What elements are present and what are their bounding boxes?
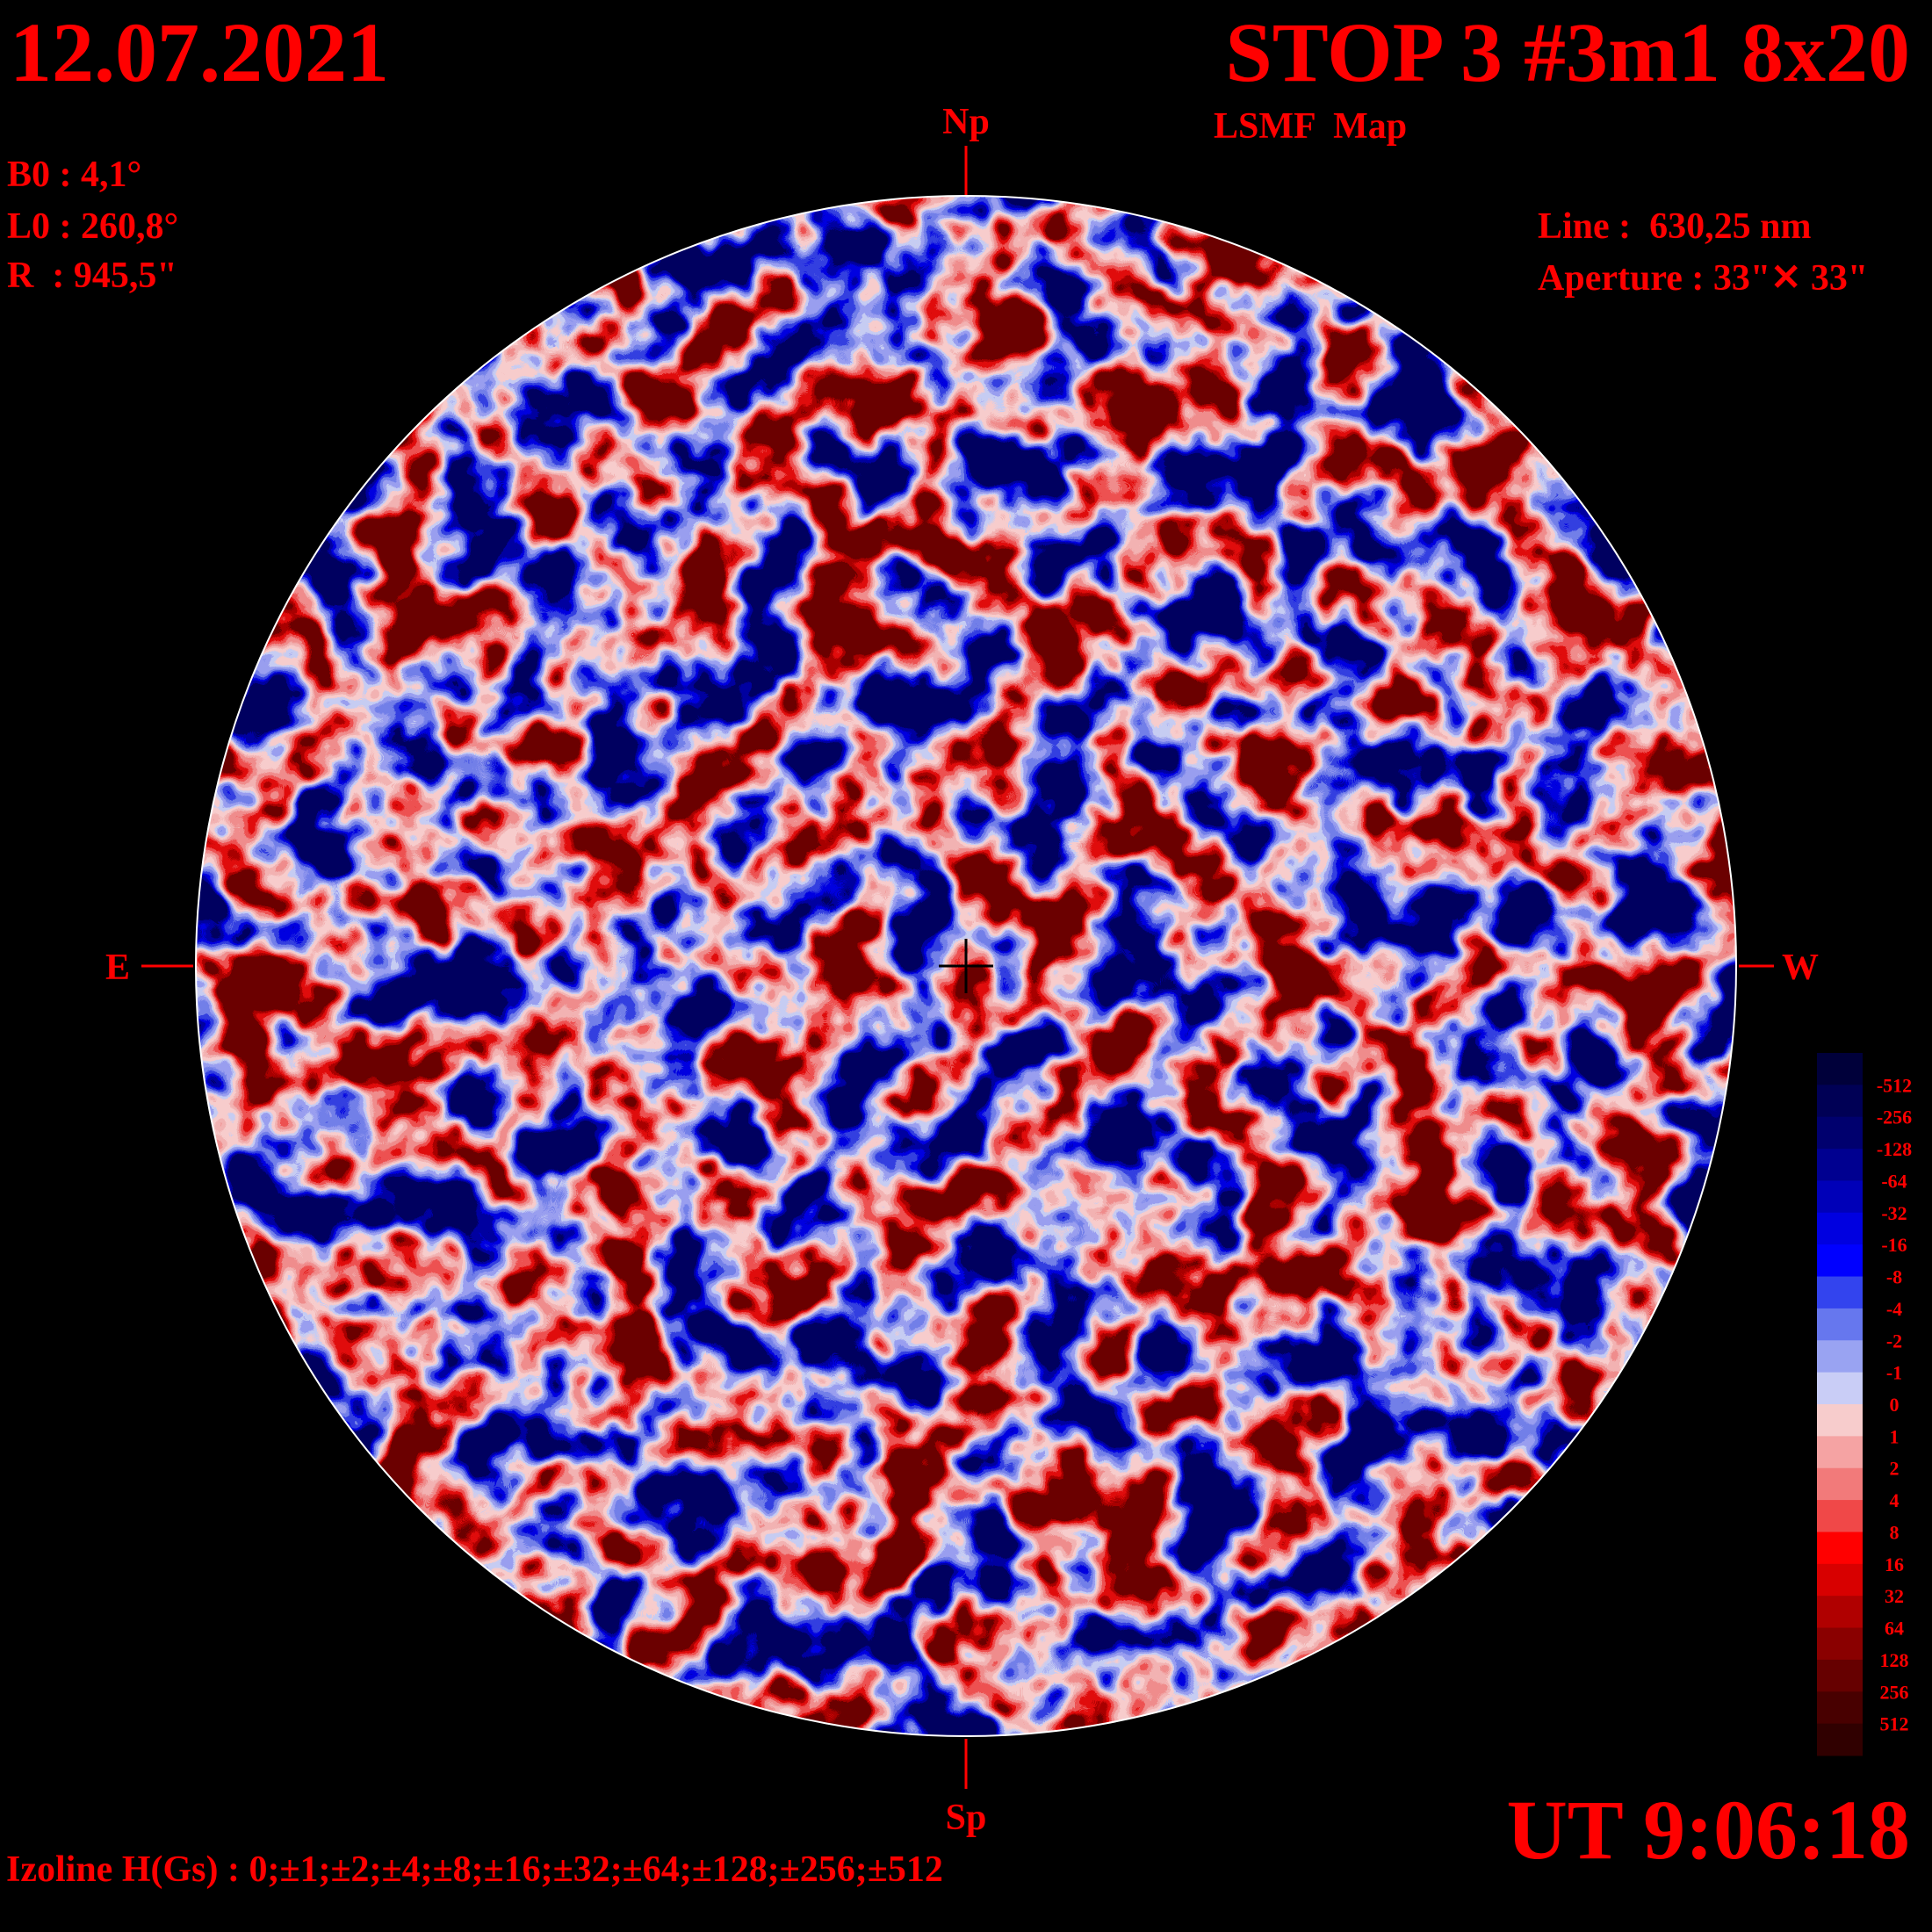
colorbar-band (1817, 1053, 1863, 1085)
colorbar-band (1817, 1085, 1863, 1118)
colorbar-band (1817, 1149, 1863, 1181)
colorbar-band (1817, 1659, 1863, 1692)
l0: L0 : 260,8° (7, 206, 178, 247)
colorbar-label: -4 (1886, 1298, 1902, 1320)
colorbar-band (1817, 1212, 1863, 1245)
colorbar-band (1817, 1596, 1863, 1629)
colorbar-label: -64 (1881, 1170, 1907, 1192)
colorbar-band (1817, 1308, 1863, 1341)
colorbar-band (1817, 1244, 1863, 1278)
colorbar-label: -32 (1881, 1202, 1907, 1224)
colorbar-label: 64 (1885, 1618, 1904, 1640)
colorbar-label: 8 (1890, 1521, 1900, 1543)
line: Line : 630,25 nm (1538, 206, 1812, 247)
izoline-note: Izoline H(Gs) : 0;±1;±2;±4;±8;±16;±32;±6… (6, 1849, 943, 1890)
colorbar-band (1817, 1532, 1863, 1565)
colorbar: -512 -256 -128 -64 -32 -16 -8 -4 -2 -1 0 1 2 4 8 16 32 64… (1817, 1053, 1912, 1756)
colorbar-label: -16 (1881, 1234, 1907, 1256)
colorbar-label: -512 (1877, 1074, 1912, 1096)
colorbar-label: 2 (1890, 1458, 1900, 1480)
colorbar-band (1817, 1563, 1863, 1597)
colorbar-band (1817, 1436, 1863, 1469)
disk-limb (195, 195, 1737, 1737)
colorbar-band (1817, 1180, 1863, 1214)
colorbar-band (1817, 1340, 1863, 1373)
colorbar-label: -8 (1886, 1266, 1902, 1288)
south-label: Sp (946, 1798, 987, 1838)
colorbar-label: -128 (1877, 1138, 1912, 1160)
colorbar-label: -2 (1886, 1330, 1902, 1352)
colorbar-band (1817, 1691, 1863, 1725)
west-label: W (1782, 948, 1819, 988)
colorbar-label: 4 (1890, 1489, 1900, 1511)
colorbar-band (1817, 1404, 1863, 1437)
date: 12.07.2021 (10, 5, 389, 99)
colorbar-label: 1 (1890, 1425, 1900, 1447)
colorbar-label: 512 (1880, 1713, 1909, 1735)
colorbar-label: 128 (1880, 1649, 1909, 1671)
colorbar-band (1817, 1467, 1863, 1501)
colorbar-label: 256 (1880, 1681, 1909, 1703)
colorbar-label: -1 (1886, 1362, 1902, 1384)
colorbar-label: 16 (1885, 1554, 1904, 1575)
colorbar-band (1817, 1627, 1863, 1661)
colorbar-band (1817, 1372, 1863, 1405)
time: UT 9:06:18 (1506, 1783, 1910, 1877)
b0: B0 : 4,1° (7, 155, 141, 195)
colorbar-band (1817, 1723, 1863, 1756)
aperture: Aperture : 33"✕ 33" (1538, 258, 1868, 299)
colorbar-band (1817, 1500, 1863, 1532)
east-label: E (105, 948, 130, 988)
center-cross (939, 939, 993, 993)
subtitle: LSMF Map (1214, 106, 1407, 147)
colorbar-band (1817, 1276, 1863, 1309)
radius: R : 945,5" (7, 256, 177, 296)
colorbar-label: 0 (1890, 1394, 1900, 1416)
colorbar-label: -256 (1877, 1107, 1912, 1128)
title: STOP 3 #3m1 8x20 (1225, 5, 1910, 99)
colorbar-band (1817, 1116, 1863, 1150)
colorbar-label: 32 (1885, 1585, 1904, 1607)
north-label: Np (942, 102, 990, 142)
